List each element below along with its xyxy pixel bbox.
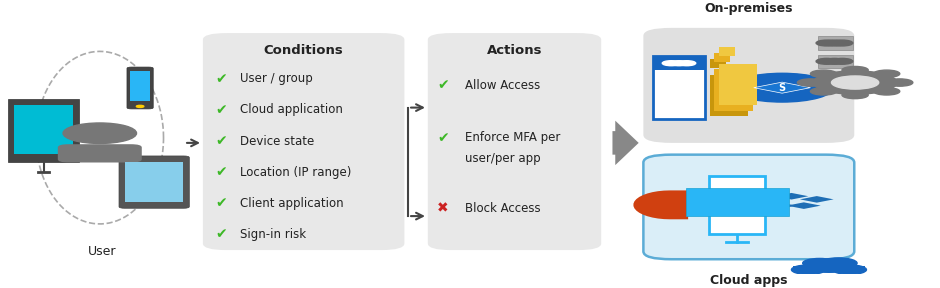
FancyBboxPatch shape [719,64,757,105]
Text: Sign-in risk: Sign-in risk [241,228,306,241]
Text: Allow Access: Allow Access [465,79,540,92]
Circle shape [678,61,696,66]
FancyBboxPatch shape [714,53,730,62]
Text: Actions: Actions [487,43,542,56]
Text: Block Access: Block Access [465,202,540,215]
Circle shape [663,61,681,66]
FancyBboxPatch shape [653,56,705,70]
FancyBboxPatch shape [818,37,854,50]
FancyBboxPatch shape [710,59,726,68]
Text: ✔: ✔ [215,165,227,179]
Polygon shape [713,194,740,216]
Circle shape [791,265,825,274]
Circle shape [886,79,913,86]
FancyBboxPatch shape [14,105,73,154]
Text: Conditions: Conditions [264,43,343,56]
Text: S: S [778,83,786,93]
Circle shape [816,40,838,46]
Polygon shape [749,196,783,203]
Circle shape [810,88,837,95]
Circle shape [824,58,845,64]
Circle shape [813,71,897,94]
FancyBboxPatch shape [818,55,854,68]
Circle shape [824,77,845,83]
Text: ✔: ✔ [215,196,227,210]
Circle shape [873,88,900,95]
Circle shape [63,123,136,143]
FancyBboxPatch shape [793,266,865,272]
Polygon shape [800,196,834,203]
Circle shape [730,73,834,102]
Circle shape [832,40,853,46]
Text: On-premises: On-premises [705,2,793,15]
Text: S: S [778,83,786,93]
Polygon shape [762,202,796,209]
Circle shape [833,265,867,274]
Circle shape [820,258,857,268]
Text: ✔: ✔ [215,134,227,148]
FancyBboxPatch shape [685,187,789,216]
FancyBboxPatch shape [643,28,854,143]
Polygon shape [754,82,810,93]
FancyBboxPatch shape [57,144,142,162]
FancyBboxPatch shape [203,33,404,250]
Circle shape [816,58,838,64]
Text: Cloud application: Cloud application [241,103,343,116]
FancyBboxPatch shape [125,162,183,202]
Text: Device state: Device state [241,134,315,147]
Circle shape [832,76,879,89]
FancyBboxPatch shape [8,99,79,162]
Circle shape [670,61,688,66]
FancyBboxPatch shape [131,71,150,101]
FancyBboxPatch shape [818,73,854,86]
Circle shape [806,259,853,272]
Polygon shape [613,121,638,165]
FancyBboxPatch shape [119,156,189,208]
FancyBboxPatch shape [714,69,753,111]
FancyBboxPatch shape [710,75,748,116]
Circle shape [810,70,837,77]
Circle shape [842,91,869,99]
FancyBboxPatch shape [428,33,602,250]
Circle shape [136,105,144,107]
Text: ✔: ✔ [215,228,227,241]
FancyBboxPatch shape [127,67,153,109]
Polygon shape [787,202,821,209]
Text: Client application: Client application [241,197,344,210]
Text: ✔: ✔ [437,131,448,145]
Circle shape [832,77,853,83]
Text: User / group: User / group [241,72,313,85]
FancyBboxPatch shape [643,155,854,259]
Text: ✖: ✖ [437,201,448,215]
Circle shape [803,258,837,268]
Text: ✔: ✔ [215,72,227,86]
FancyBboxPatch shape [719,48,735,56]
Text: user/per app: user/per app [465,152,540,165]
Text: Enforce MFA per: Enforce MFA per [465,131,560,144]
Circle shape [824,40,845,46]
FancyBboxPatch shape [709,176,765,234]
Polygon shape [775,193,808,200]
Circle shape [842,67,869,74]
Text: User: User [88,245,117,258]
Polygon shape [634,190,688,219]
Circle shape [832,58,853,64]
FancyBboxPatch shape [653,56,705,119]
Circle shape [816,77,838,83]
Text: Cloud apps: Cloud apps [710,274,788,287]
Text: ✔: ✔ [437,78,448,92]
Text: ✔: ✔ [215,103,227,117]
Circle shape [873,70,900,77]
Circle shape [797,79,823,86]
Text: Location (IP range): Location (IP range) [241,166,352,179]
